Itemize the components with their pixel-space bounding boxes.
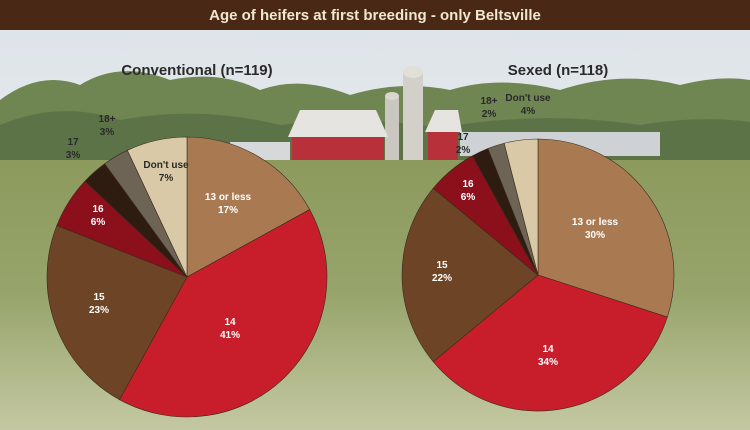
slice-label: 16 6% [461,179,476,203]
pie-slice [432,274,668,412]
pie-chart-2: 13 or less 30% 14 34% 15 22% 16 6% 17 2% 18+ 2% Don'… [401,62,675,412]
pie-slice [401,187,539,363]
pie-slice [46,225,188,401]
pie-slice [503,138,539,276]
slice-label: 18+ 3% [99,114,116,138]
pie-slice [537,138,675,318]
slice-label: 15 22% [432,260,452,284]
slice-label: 13 or less 17% [205,192,252,216]
slice-label: 14 34% [538,344,558,368]
chart-title: Conventional (n=119) [121,62,272,79]
slice-label: 18+ 2% [481,96,498,120]
pie-slice [126,136,188,278]
slice-label: 16 6% [91,204,106,228]
slice-label: Don't use 4% [505,93,551,117]
chart-title: Sexed (n=118) [508,62,608,79]
slice-label: 15 23% [89,292,109,316]
slice-label: 17 3% [66,137,81,161]
figure-title: Age of heifers at first breeding - only … [0,0,750,30]
slice-label: 13 or less 30% [572,217,619,241]
slice-label: Don't use 7% [143,160,189,184]
pie-chart-1: 13 or less 17% 14 41% 15 23% 16 6% 17 3% 18+ 3% Don'… [46,62,328,418]
pie-slice [119,209,328,418]
slice-label: 17 2% [456,132,471,156]
pie-slice [186,136,311,278]
slice-label: 14 41% [220,317,240,341]
